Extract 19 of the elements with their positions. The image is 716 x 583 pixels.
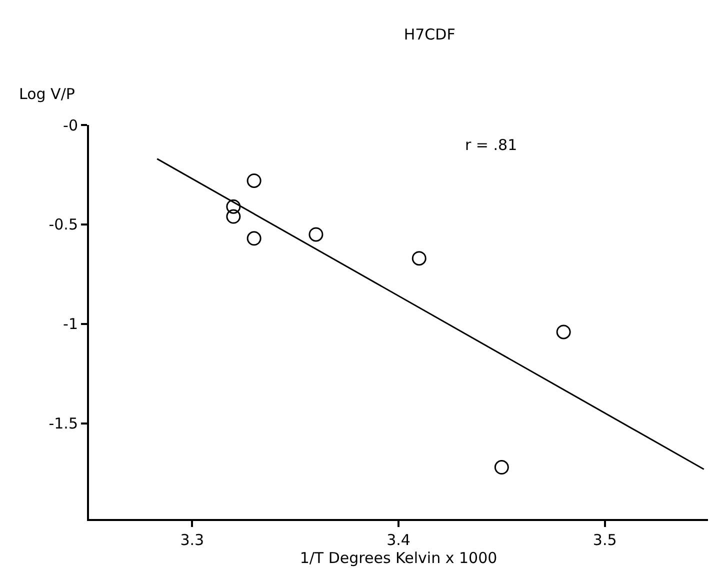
point: [226, 209, 241, 224]
y-tick-label: -1.5: [48, 414, 78, 433]
y-axis-title: Log V/P: [19, 85, 75, 103]
x-tick-label: 3.4: [386, 531, 410, 549]
annotation: r = .81: [465, 136, 518, 154]
y-tick-label: -0.5: [48, 216, 78, 234]
chart-title: H7CDF: [404, 26, 456, 44]
x-tick-label: 3.3: [180, 531, 204, 549]
point: [494, 460, 509, 475]
point: [556, 324, 571, 340]
x-tick-label: 3.5: [592, 531, 617, 549]
x-axis-title: 1/T Degrees Kelvin x 1000: [300, 549, 498, 567]
point: [412, 251, 426, 266]
point: [308, 227, 324, 242]
point: [246, 173, 262, 188]
point: [246, 231, 262, 246]
point: [226, 199, 241, 214]
y-tick-label: -1: [63, 315, 78, 334]
y-tick-label: -0: [63, 116, 78, 134]
